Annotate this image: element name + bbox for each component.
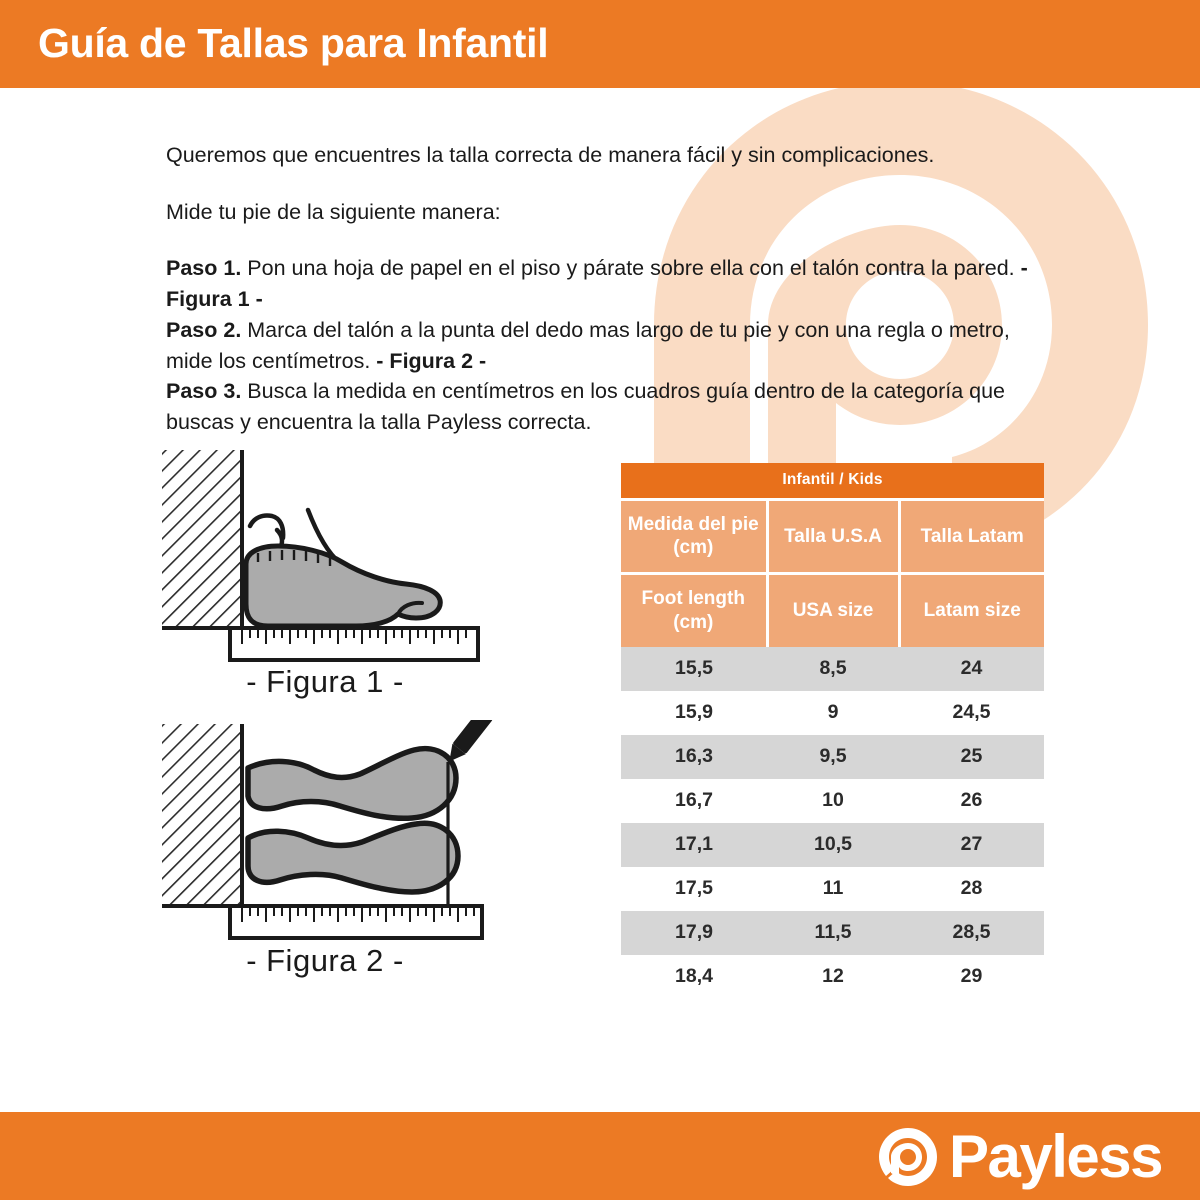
- figure-2-block: - Figura 2 -: [150, 698, 501, 979]
- table-title: Infantil / Kids: [621, 463, 1044, 500]
- table-row: 17,5 11 28: [621, 866, 1044, 911]
- table-title-row: Infantil / Kids: [621, 463, 1044, 500]
- header-latam-size-es: Talla Latam: [897, 497, 1044, 574]
- cell-foot-length: 15,9: [621, 690, 767, 735]
- instructions-section: Queremos que encuentres la talla correct…: [166, 140, 1046, 438]
- figure-1-caption: - Figura 1 -: [246, 664, 404, 699]
- step-2-text: Marca del talón a la punta del dedo mas …: [166, 317, 1010, 373]
- cell-usa-size: 9,5: [767, 734, 899, 779]
- cell-latam-size: 28,5: [899, 910, 1044, 955]
- cell-foot-length: 17,5: [621, 866, 767, 911]
- header-foot-length-es: Medida del pie (cm): [621, 497, 769, 574]
- cell-usa-size: 10: [767, 778, 899, 823]
- table-row: 16,7 10 26: [621, 778, 1044, 823]
- cell-foot-length: 18,4: [621, 954, 767, 999]
- cell-foot-length: 15,5: [621, 646, 767, 691]
- step-3-text: Busca la medida en centímetros en los cu…: [166, 379, 1006, 435]
- step-2-label: Paso 2.: [166, 317, 242, 342]
- intro-line-2: Mide tu pie de la siguiente manera:: [166, 199, 501, 224]
- cell-usa-size: 10,5: [767, 822, 899, 867]
- figure-2-caption: - Figura 2 -: [246, 943, 404, 978]
- header-foot-length-en: Foot length (cm): [621, 572, 769, 647]
- cell-foot-length: 17,9: [621, 910, 767, 955]
- cell-usa-size: 11: [767, 866, 899, 911]
- size-chart-table: Infantil / Kids Medida del pie (cm) Tall…: [621, 463, 1044, 999]
- table-row: 17,9 11,5 28,5: [621, 910, 1044, 955]
- step-3: Paso 3. Busca la medida en centímetros e…: [166, 379, 1005, 434]
- cell-latam-size: 26: [899, 778, 1044, 823]
- step-1: Paso 1. Pon una hoja de papel en el piso…: [166, 256, 1028, 311]
- cell-foot-length: 17,1: [621, 822, 767, 867]
- cell-foot-length: 16,7: [621, 778, 767, 823]
- cell-latam-size: 29: [899, 954, 1044, 999]
- cell-foot-length: 16,3: [621, 734, 767, 779]
- step-3-label: Paso 3.: [166, 379, 242, 404]
- table-row: 15,9 9 24,5: [621, 690, 1044, 735]
- steps-list: Paso 1. Pon una hoja de papel en el piso…: [166, 253, 1046, 437]
- foot-side-view-against-wall-with-ruler-icon: [162, 450, 480, 662]
- page-title: Guía de Tallas para Infantil: [38, 20, 549, 66]
- payless-wordmark: Payless: [948, 1123, 1164, 1190]
- cell-latam-size: 28: [899, 866, 1044, 911]
- payless-logo: Payless: [877, 1123, 1164, 1190]
- header-latam-size-en: Latam size: [897, 572, 1044, 647]
- step-2: Paso 2. Marca del talón a la punta del d…: [166, 318, 1010, 373]
- payless-spiral-mark-icon: [878, 1128, 937, 1186]
- cell-latam-size: 24,5: [899, 690, 1044, 735]
- cell-usa-size: 9: [767, 690, 899, 735]
- step-2-figure-ref: - Figura 2 -: [376, 348, 487, 373]
- table-header-row-es: Medida del pie (cm) Talla U.S.A Talla La…: [621, 497, 1044, 574]
- table-row: 15,5 8,5 24: [621, 646, 1044, 691]
- table-row: 16,3 9,5 25: [621, 734, 1044, 779]
- table-row: 18,4 12 29: [621, 954, 1044, 999]
- cell-usa-size: 8,5: [767, 646, 899, 691]
- table-header-row-en: Foot length (cm) USA size Latam size: [621, 572, 1044, 647]
- step-1-text: Pon una hoja de papel en el piso y párat…: [241, 256, 1021, 281]
- cell-latam-size: 27: [899, 822, 1044, 867]
- header-usa-size-es: Talla U.S.A: [765, 497, 901, 574]
- table-row: 17,1 10,5 27: [621, 822, 1044, 867]
- page-header-bar: Guía de Tallas para Infantil: [0, 0, 1200, 88]
- figures-section: - Figura 1 -: [150, 448, 501, 979]
- step-1-label: Paso 1.: [166, 256, 242, 281]
- cell-usa-size: 11,5: [767, 910, 899, 955]
- cell-latam-size: 24: [899, 646, 1044, 691]
- header-usa-size-en: USA size: [765, 572, 901, 647]
- figure-1-block: - Figura 1 -: [150, 448, 500, 700]
- cell-latam-size: 25: [899, 734, 1044, 779]
- footprints-top-view-with-pencil-and-ruler-icon: [162, 698, 501, 940]
- page-footer-bar: [0, 1112, 1200, 1200]
- intro-line-1: Queremos que encuentres la talla correct…: [166, 143, 935, 167]
- cell-usa-size: 12: [767, 954, 899, 999]
